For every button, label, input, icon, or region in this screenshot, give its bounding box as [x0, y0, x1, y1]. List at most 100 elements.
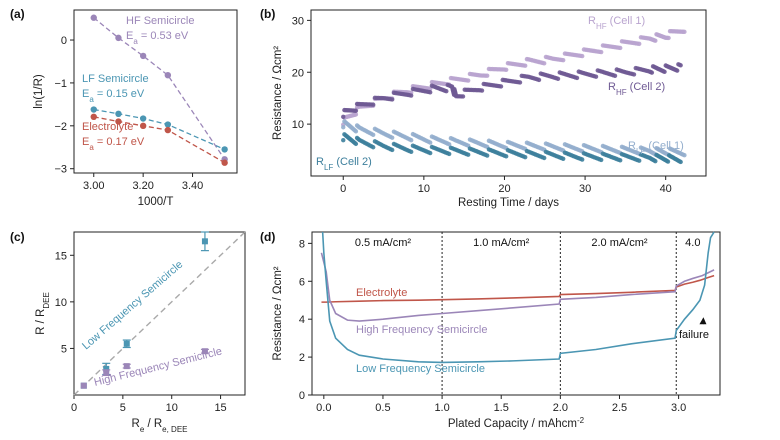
series-label-hf: High Frequency Semicircle — [93, 345, 223, 388]
data-point — [484, 153, 490, 158]
data-point — [201, 238, 208, 245]
series-label-lf: Low Frequency Semicircle — [356, 363, 485, 375]
data-point — [353, 108, 359, 113]
data-point — [637, 41, 642, 47]
data-point — [427, 150, 433, 156]
data-point — [522, 154, 528, 160]
data-point — [631, 72, 637, 77]
arrow-head — [699, 317, 707, 325]
x-tick-label: 2.0 — [553, 402, 568, 414]
data-point — [389, 147, 395, 153]
plot-frame — [310, 9, 707, 177]
y-axis-label: R / RDEE — [35, 292, 51, 335]
y-tick-label: 5 — [61, 343, 67, 355]
data-point — [541, 155, 547, 161]
data-point — [555, 76, 561, 81]
y-tick-label: −2 — [54, 121, 67, 133]
x-tick-label: 1.0 — [434, 402, 449, 414]
data-point — [479, 88, 485, 93]
x-axis-label: 1000/T — [138, 196, 174, 208]
data-point — [353, 129, 359, 134]
activation-energy-label: Ea = 0.53 eV — [126, 30, 189, 46]
data-point — [678, 159, 683, 165]
data-point — [164, 72, 172, 79]
y-tick-label: 30 — [292, 15, 304, 27]
panel-label: (c) — [10, 230, 25, 244]
data-point — [90, 106, 97, 113]
failure-annotation: failure — [679, 329, 709, 341]
y-tick-label: 4 — [299, 314, 305, 326]
y-tick-label: 0 — [299, 390, 305, 402]
y-tick-label: 15 — [55, 250, 67, 262]
data-point — [370, 145, 376, 150]
series-line — [320, 252, 715, 322]
data-point — [341, 138, 346, 143]
data-point — [408, 93, 414, 98]
x-axis-label: Re / Re, DEE — [132, 418, 188, 434]
panel-3-axes: 0.0 0.5 1.0 1.5 2.0 2.5 3.0 0 2 4 6 8 (d) Plated Capa… — [260, 230, 721, 431]
data-point — [201, 348, 208, 355]
series-label: RHF (Cell 2) — [608, 81, 665, 97]
data-point — [115, 110, 122, 118]
data-point — [408, 137, 414, 143]
x-tick-label: 40 — [660, 183, 672, 195]
y-tick-label: −1 — [54, 78, 67, 90]
data-point — [389, 97, 395, 102]
data-point — [123, 363, 130, 370]
data-point — [536, 77, 542, 83]
data-point — [444, 89, 449, 94]
data-point — [427, 140, 433, 145]
data-point — [503, 67, 509, 73]
data-point — [353, 112, 359, 117]
y-tick-label: 0 — [61, 35, 67, 47]
data-point — [574, 75, 580, 81]
x-tick-label: 3.40 — [182, 180, 203, 192]
y-tick-label: 8 — [299, 238, 305, 250]
y-tick-label: 6 — [299, 276, 305, 288]
data-point — [80, 382, 87, 389]
x-tick-label: 0.5 — [375, 402, 390, 414]
data-point — [498, 84, 504, 89]
data-point — [682, 153, 687, 158]
series-line — [321, 274, 715, 303]
plot-frame — [73, 231, 246, 396]
series-name: LF Semicircle — [82, 73, 149, 85]
activation-energy-label: Ea = 0.17 eV — [82, 136, 145, 152]
series-line — [321, 231, 715, 364]
x-axis-label: Plated Capacity / mAhcm-2 — [448, 416, 585, 431]
data-point — [408, 149, 414, 155]
rate-region-label: 2.0 mA/cm² — [591, 237, 648, 249]
data-point — [599, 157, 604, 163]
data-point — [389, 135, 395, 140]
data-point — [164, 126, 172, 134]
data-point — [541, 61, 547, 66]
data-point — [653, 38, 658, 43]
data-point — [637, 158, 642, 163]
x-tick-label: 0 — [71, 402, 77, 414]
x-tick-label: 30 — [579, 183, 591, 195]
rate-region-label: 1.0 mA/cm² — [473, 237, 530, 249]
panel-label: (d) — [260, 230, 275, 244]
data-point — [341, 114, 346, 120]
data-point — [653, 158, 658, 164]
data-point — [115, 34, 122, 42]
y-axis-label: Resistance / Ωcm² — [272, 266, 284, 360]
rate-region-label: 4.0 — [685, 237, 700, 249]
data-point — [599, 49, 604, 55]
data-point — [139, 52, 147, 60]
x-tick-label: 10 — [418, 183, 430, 195]
x-tick-label: 3.0 — [671, 402, 686, 414]
data-point — [665, 159, 671, 164]
data-point — [90, 113, 97, 121]
data-point — [678, 63, 683, 68]
data-point — [164, 121, 172, 128]
data-point — [460, 94, 466, 99]
series-label-electrolyte: Electrolyte — [356, 287, 407, 299]
data-point — [221, 146, 228, 153]
y-tick-label: 10 — [292, 119, 304, 131]
data-point — [662, 69, 667, 75]
data-point — [666, 35, 671, 41]
panel-label: (b) — [260, 7, 275, 21]
data-point — [139, 115, 147, 122]
y-axis-label: ln(1/R) — [33, 74, 45, 109]
